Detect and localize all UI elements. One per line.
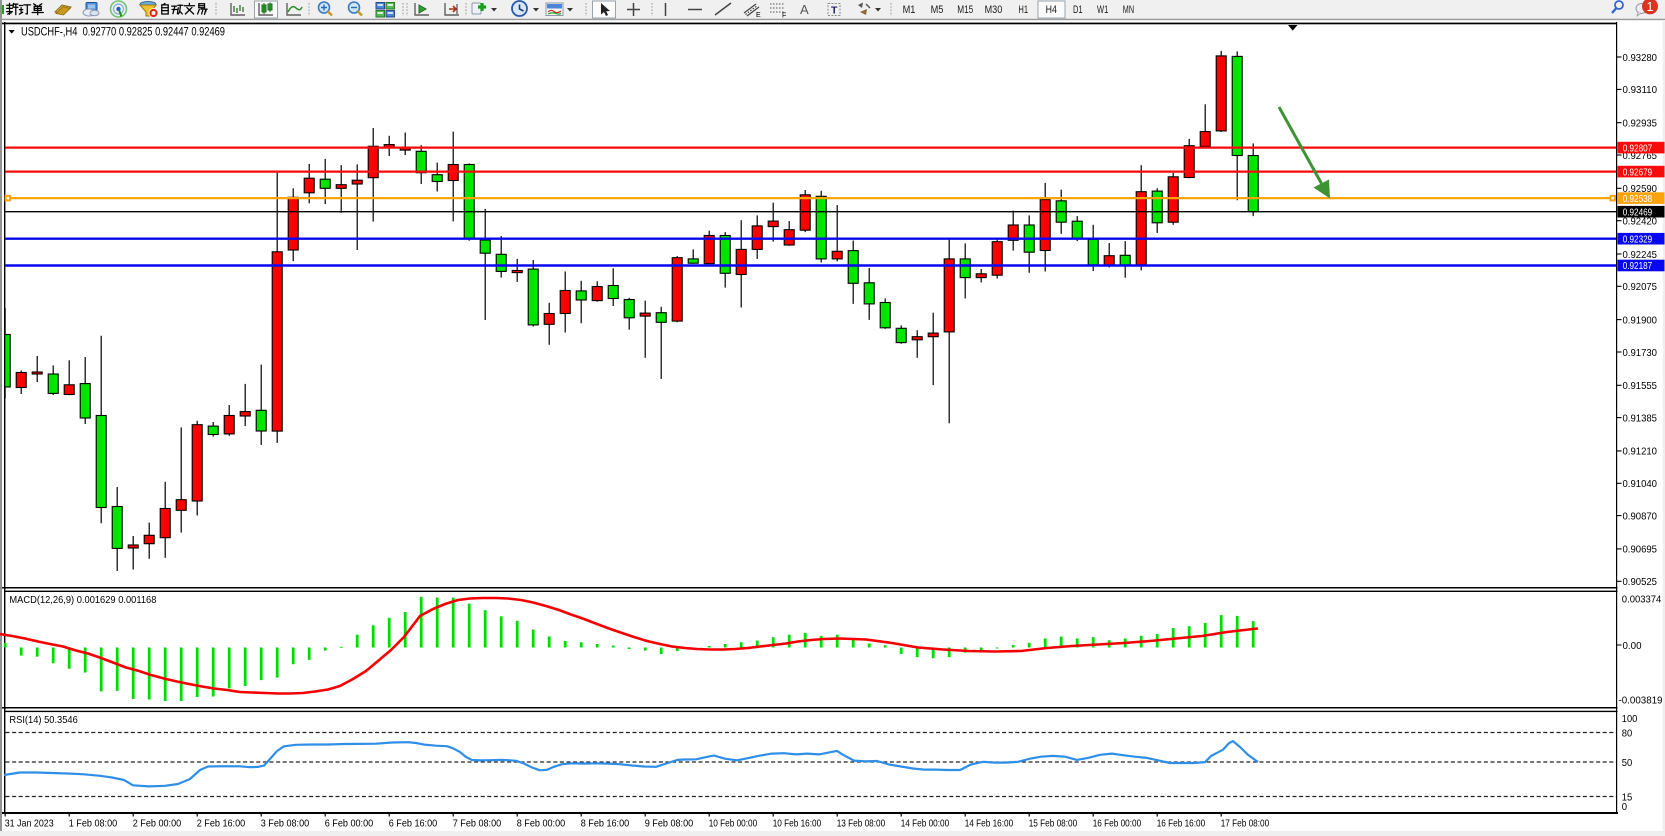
svg-text:31 Jan 2023: 31 Jan 2023	[5, 817, 54, 829]
svg-text:0.90525: 0.90525	[1623, 576, 1658, 588]
svg-text:0.91730: 0.91730	[1623, 347, 1658, 359]
svg-text:8 Feb 16:00: 8 Feb 16:00	[581, 817, 630, 829]
svg-text:H4: H4	[1046, 4, 1057, 16]
svg-text:0.92807: 0.92807	[1623, 142, 1653, 154]
svg-text:0.91900: 0.91900	[1623, 314, 1658, 326]
svg-text:8 Feb 00:00: 8 Feb 00:00	[517, 817, 566, 829]
svg-text:0: 0	[1622, 801, 1627, 813]
svg-text:0.92420: 0.92420	[1623, 216, 1658, 228]
svg-text:14 Feb 16:00: 14 Feb 16:00	[965, 817, 1014, 829]
svg-text:9 Feb 08:00: 9 Feb 08:00	[645, 817, 694, 829]
svg-text:USDCHF-,H4 0.92770 0.92825 0.: USDCHF-,H4 0.92770 0.92825 0.92447 0.924…	[21, 27, 225, 39]
svg-text:0.92590: 0.92590	[1623, 183, 1658, 195]
svg-text:0.90870: 0.90870	[1623, 510, 1658, 522]
svg-text:10 Feb 00:00: 10 Feb 00:00	[709, 817, 758, 829]
svg-text:H1: H1	[1018, 4, 1028, 16]
svg-text:0.90695: 0.90695	[1623, 544, 1658, 556]
svg-text:0.92469: 0.92469	[1623, 206, 1653, 218]
svg-text:1: 1	[1647, 0, 1654, 14]
svg-text:7 Feb 08:00: 7 Feb 08:00	[453, 817, 502, 829]
svg-text:RSI(14) 50.3546: RSI(14) 50.3546	[9, 714, 78, 726]
svg-text:0.91385: 0.91385	[1623, 412, 1658, 424]
svg-text:0.00: 0.00	[1623, 640, 1642, 652]
svg-text:0.91210: 0.91210	[1623, 446, 1658, 458]
svg-text:0.92935: 0.92935	[1623, 118, 1658, 130]
svg-text:0.91040: 0.91040	[1623, 478, 1658, 490]
svg-text:A: A	[800, 2, 809, 17]
svg-text:6 Feb 00:00: 6 Feb 00:00	[325, 817, 374, 829]
svg-text:0.91555: 0.91555	[1623, 380, 1658, 392]
svg-text:0.92187: 0.92187	[1623, 260, 1653, 272]
svg-text:M5: M5	[931, 4, 944, 16]
svg-text:80: 80	[1622, 727, 1633, 739]
svg-text:100: 100	[1622, 713, 1638, 725]
svg-text:0.92075: 0.92075	[1623, 281, 1658, 293]
svg-text:MACD(12,26,9) 0.001629 0.00116: MACD(12,26,9) 0.001629 0.001168	[9, 594, 156, 606]
svg-text:T: T	[831, 5, 838, 17]
svg-text:M30: M30	[985, 4, 1003, 16]
svg-text:E: E	[756, 12, 761, 19]
svg-text:15: 15	[1622, 791, 1633, 803]
svg-text:M15: M15	[957, 4, 973, 16]
svg-text:0.003374: 0.003374	[1622, 593, 1662, 605]
svg-text:D1: D1	[1073, 4, 1083, 16]
svg-text:6 Feb 16:00: 6 Feb 16:00	[389, 817, 438, 829]
svg-text:2 Feb 00:00: 2 Feb 00:00	[133, 817, 182, 829]
svg-text:13 Feb 08:00: 13 Feb 08:00	[837, 817, 886, 829]
svg-text:0.93280: 0.93280	[1623, 52, 1658, 64]
svg-text:MN: MN	[1123, 4, 1134, 16]
svg-text:0.92679: 0.92679	[1623, 166, 1653, 178]
svg-text:14 Feb 00:00: 14 Feb 00:00	[901, 817, 950, 829]
svg-text:3 Feb 08:00: 3 Feb 08:00	[261, 817, 310, 829]
svg-text:15 Feb 08:00: 15 Feb 08:00	[1029, 817, 1078, 829]
svg-text:1 Feb 08:00: 1 Feb 08:00	[69, 817, 118, 829]
svg-text:2 Feb 16:00: 2 Feb 16:00	[197, 817, 246, 829]
svg-text:16 Feb 00:00: 16 Feb 00:00	[1093, 817, 1142, 829]
svg-text:W1: W1	[1097, 4, 1108, 16]
svg-text:16 Feb 16:00: 16 Feb 16:00	[1157, 817, 1206, 829]
svg-text:-0.003819: -0.003819	[1619, 695, 1663, 707]
svg-text:F: F	[782, 13, 786, 20]
svg-text:17 Feb 08:00: 17 Feb 08:00	[1221, 817, 1270, 829]
svg-text:0.92245: 0.92245	[1623, 249, 1658, 261]
svg-text:M1: M1	[903, 4, 916, 16]
svg-text:0.92538: 0.92538	[1623, 193, 1653, 205]
svg-text:50: 50	[1622, 757, 1633, 769]
svg-text:10 Feb 16:00: 10 Feb 16:00	[773, 817, 822, 829]
svg-text:0.93110: 0.93110	[1623, 84, 1658, 96]
svg-text:0.92329: 0.92329	[1623, 233, 1653, 245]
